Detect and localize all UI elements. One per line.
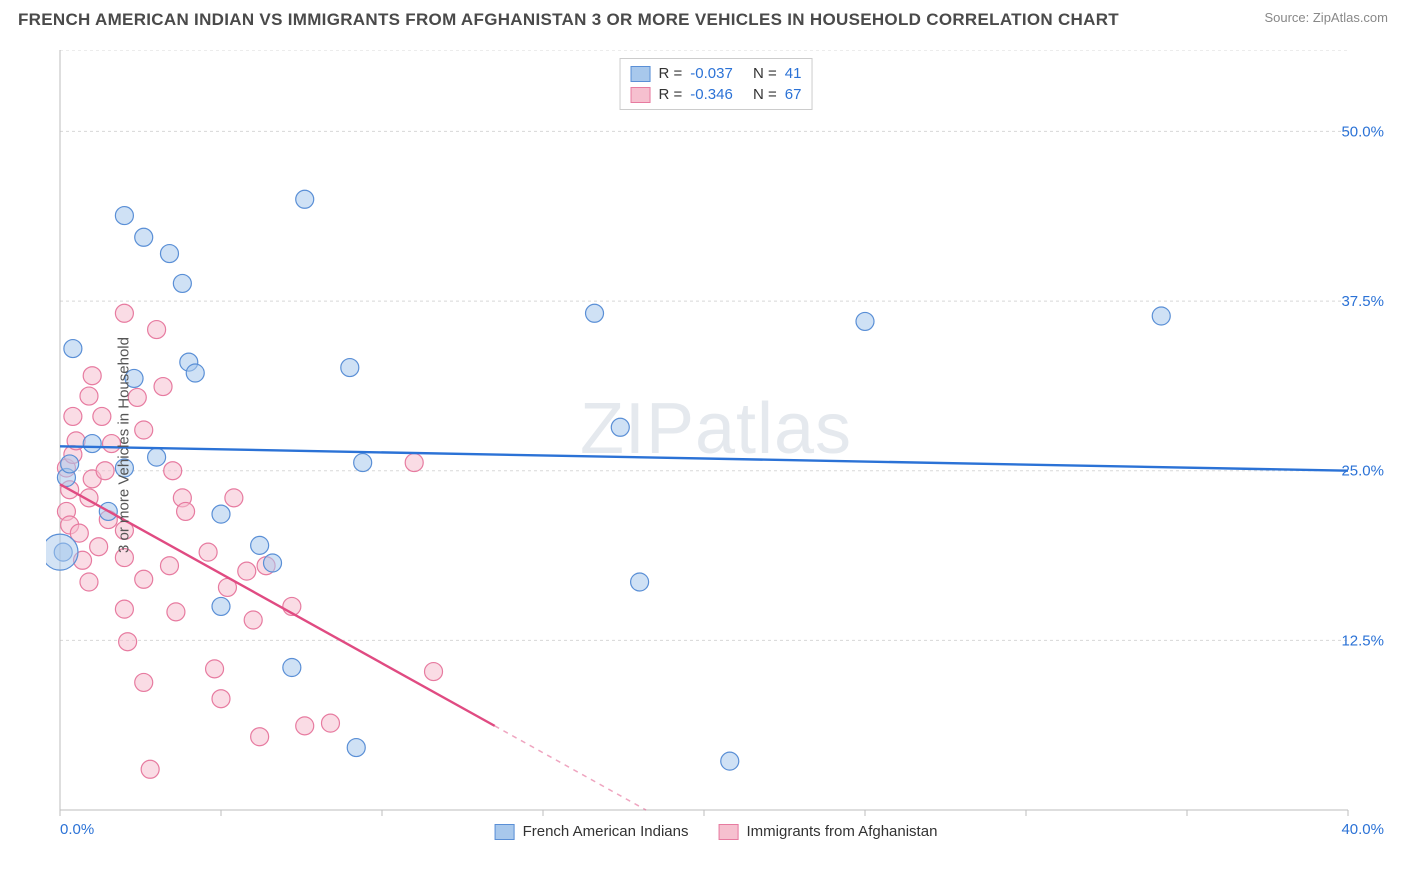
chart-container: 3 or more Vehicles in Household 12.5%25.…	[46, 50, 1386, 840]
source-prefix: Source:	[1264, 10, 1312, 25]
legend-stats-row: R = -0.037 N = 41	[631, 63, 802, 84]
r-label: R =	[659, 86, 683, 103]
legend-swatch-pink	[719, 824, 739, 840]
source-attribution: Source: ZipAtlas.com	[1264, 10, 1388, 25]
correlation-scatter-chart: 12.5%25.0%37.5%50.0%0.0%40.0%	[46, 50, 1386, 840]
legend-stats-box: R = -0.037 N = 41 R = -0.346 N = 67	[620, 58, 813, 110]
legend-swatch-blue	[495, 824, 515, 840]
r-value: -0.037	[690, 65, 733, 82]
legend-item: French American Indians	[495, 823, 689, 840]
legend-swatch-pink	[631, 87, 651, 103]
page-title: FRENCH AMERICAN INDIAN VS IMMIGRANTS FRO…	[18, 10, 1119, 30]
n-label: N =	[753, 65, 777, 82]
y-axis-label: 3 or more Vehicles in Household	[115, 337, 132, 553]
legend-series-box: French American Indians Immigrants from …	[495, 823, 938, 840]
svg-text:40.0%: 40.0%	[1341, 821, 1384, 838]
svg-text:50.0%: 50.0%	[1341, 123, 1384, 140]
legend-swatch-blue	[631, 66, 651, 82]
legend-stats-row: R = -0.346 N = 67	[631, 84, 802, 105]
r-value: -0.346	[690, 86, 733, 103]
n-value: 67	[785, 86, 802, 103]
svg-text:0.0%: 0.0%	[60, 821, 94, 838]
svg-text:37.5%: 37.5%	[1341, 293, 1384, 310]
source-link[interactable]: ZipAtlas.com	[1313, 10, 1388, 25]
r-label: R =	[659, 65, 683, 82]
legend-item: Immigrants from Afghanistan	[719, 823, 938, 840]
legend-label: Immigrants from Afghanistan	[747, 823, 938, 840]
svg-text:12.5%: 12.5%	[1341, 632, 1384, 649]
n-label: N =	[753, 86, 777, 103]
n-value: 41	[785, 65, 802, 82]
legend-label: French American Indians	[523, 823, 689, 840]
